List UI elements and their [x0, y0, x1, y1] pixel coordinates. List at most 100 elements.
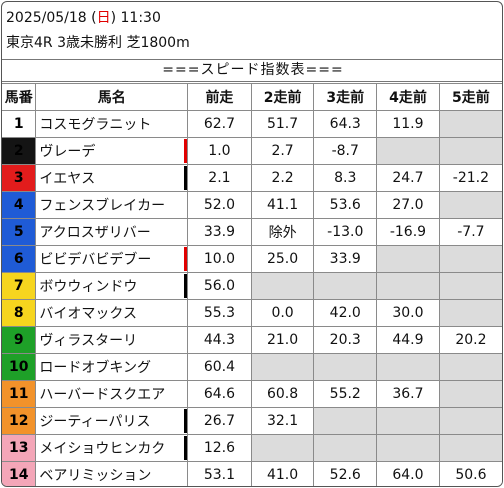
- speed-index-value: 33.9: [187, 218, 252, 246]
- weekday: 日: [96, 10, 111, 26]
- horse-name: コスモグラニット: [39, 117, 152, 133]
- header-row: 馬番 馬名 前走 2走前 3走前 4走前 5走前: [2, 83, 502, 111]
- speed-index-value: 24.7: [376, 164, 440, 192]
- horse-number: 12: [2, 407, 37, 435]
- horse-name: ジーティーパリス: [39, 414, 151, 430]
- speed-index-value: -21.2: [438, 164, 502, 192]
- horse-number: 11: [2, 380, 37, 408]
- horse-name: ビビデバビデブー: [39, 252, 152, 268]
- col-header-3ago: 3走前: [313, 83, 378, 111]
- horse-number: 10: [2, 353, 37, 381]
- horse-name-cell: イエヤス: [35, 164, 189, 192]
- speed-index-value: 55.3: [187, 299, 252, 327]
- horse-name: フェンスブレイカー: [39, 198, 166, 214]
- speed-index-value: [438, 137, 502, 165]
- table-title: ===スピード指数表===: [2, 59, 502, 82]
- horse-name: バイオマックス: [39, 306, 138, 322]
- date-prefix: 2025/05/18 (: [6, 10, 97, 26]
- speed-index-value: 11.9: [376, 110, 440, 138]
- horse-name-cell: メイショウヒンカク: [35, 434, 189, 462]
- table-row: 13 メイショウヒンカク 12.6: [2, 434, 502, 462]
- speed-index-value: [376, 245, 440, 273]
- speed-index-value: 36.7: [376, 380, 440, 408]
- date-suffix: ) 11:30: [110, 10, 161, 26]
- speed-index-value: [376, 407, 440, 435]
- col-header-2ago: 2走前: [250, 83, 315, 111]
- horse-number: 13: [2, 434, 37, 462]
- table-row: 8 バイオマックス 55.3 0.0 42.0 30.0: [2, 299, 502, 327]
- horse-name-cell: ジーティーパリス: [35, 407, 189, 435]
- speed-index-value: [313, 434, 378, 462]
- horse-name-cell: ロードオブキング: [35, 353, 189, 381]
- speed-index-value: [438, 245, 502, 273]
- table-row: 14 ベアリミッション 53.1 41.0 52.6 64.0 50.6: [2, 461, 502, 486]
- speed-index-value: [250, 272, 315, 300]
- speed-index-value: 1.0: [187, 137, 252, 165]
- speed-index-value: 25.0: [250, 245, 315, 273]
- speed-index-value: 12.6: [187, 434, 252, 462]
- marker-bar: [184, 274, 187, 298]
- speed-index-value: [376, 434, 440, 462]
- horse-name-cell: ベアリミッション: [35, 461, 189, 486]
- horse-name: イエヤス: [39, 171, 96, 187]
- speed-index-value: [313, 407, 378, 435]
- speed-index-value: 32.1: [250, 407, 315, 435]
- table-row: 4 フェンスブレイカー 52.0 41.1 53.6 27.0: [2, 191, 502, 219]
- horse-name-cell: ハーバードスクエア: [35, 380, 189, 408]
- speed-index-value: [376, 353, 440, 381]
- marker-bar: [184, 166, 187, 190]
- speed-index-value: 42.0: [313, 299, 378, 327]
- speed-index-value: 64.0: [376, 461, 440, 486]
- speed-index-value: 10.0: [187, 245, 252, 273]
- horse-name: アクロスザリバー: [39, 225, 151, 241]
- speed-index-value: 52.0: [187, 191, 252, 219]
- speed-index-value: 53.6: [313, 191, 378, 219]
- speed-index-value: 64.3: [313, 110, 378, 138]
- speed-index-value: 27.0: [376, 191, 440, 219]
- speed-index-value: [438, 353, 502, 381]
- table-row: 5 アクロスザリバー 33.9 除外 -13.0 -16.9 -7.7: [2, 218, 502, 246]
- speed-index-value: [438, 272, 502, 300]
- speed-index-value: 0.0: [250, 299, 315, 327]
- speed-index-value: [438, 380, 502, 408]
- horse-name: ロードオブキング: [39, 360, 152, 376]
- speed-index-value: [250, 353, 315, 381]
- table-row: 2 ヴレーデ 1.0 2.7 -8.7: [2, 137, 502, 165]
- speed-index-value: [438, 434, 502, 462]
- speed-index-table: 馬番 馬名 前走 2走前 3走前 4走前 5走前 1 コスモグラニット 62.7 51…: [2, 83, 502, 486]
- speed-index-value: 26.7: [187, 407, 252, 435]
- speed-index-value: [438, 407, 502, 435]
- col-header-name: 馬名: [35, 83, 189, 111]
- speed-index-value: [313, 353, 378, 381]
- marker-bar: [184, 409, 187, 433]
- horse-number: 14: [2, 461, 37, 486]
- speed-index-value: 20.2: [438, 326, 502, 354]
- speed-index-value: [250, 434, 315, 462]
- table-row: 10 ロードオブキング 60.4: [2, 353, 502, 381]
- table-row: 6 ビビデバビデブー 10.0 25.0 33.9: [2, 245, 502, 273]
- speed-index-value: 41.1: [250, 191, 315, 219]
- horse-name: ベアリミッション: [39, 468, 152, 484]
- horse-number: 9: [2, 326, 37, 354]
- table-row: 7 ボウウィンドウ 56.0: [2, 272, 502, 300]
- horse-name-cell: バイオマックス: [35, 299, 189, 327]
- horse-number: 7: [2, 272, 37, 300]
- speed-index-value: [438, 191, 502, 219]
- speed-index-value: 41.0: [250, 461, 315, 486]
- speed-index-value: [313, 272, 378, 300]
- speed-index-value: 20.3: [313, 326, 378, 354]
- speed-index-value: 50.6: [438, 461, 502, 486]
- horse-number: 6: [2, 245, 37, 273]
- speed-index-value: 2.1: [187, 164, 252, 192]
- table-row: 1 コスモグラニット 62.7 51.7 64.3 11.9: [2, 110, 502, 138]
- table-row: 11 ハーバードスクエア 64.6 60.8 55.2 36.7: [2, 380, 502, 408]
- speed-index-value: 55.2: [313, 380, 378, 408]
- marker-bar: [184, 139, 187, 163]
- speed-index-value: -13.0: [313, 218, 378, 246]
- speed-index-value: [438, 299, 502, 327]
- speed-index-value: [376, 137, 440, 165]
- speed-index-value: 30.0: [376, 299, 440, 327]
- race-datetime: 2025/05/18 (日) 11:30: [6, 9, 161, 27]
- race-info: 東京4R 3歳未勝利 芝1800m: [6, 35, 190, 51]
